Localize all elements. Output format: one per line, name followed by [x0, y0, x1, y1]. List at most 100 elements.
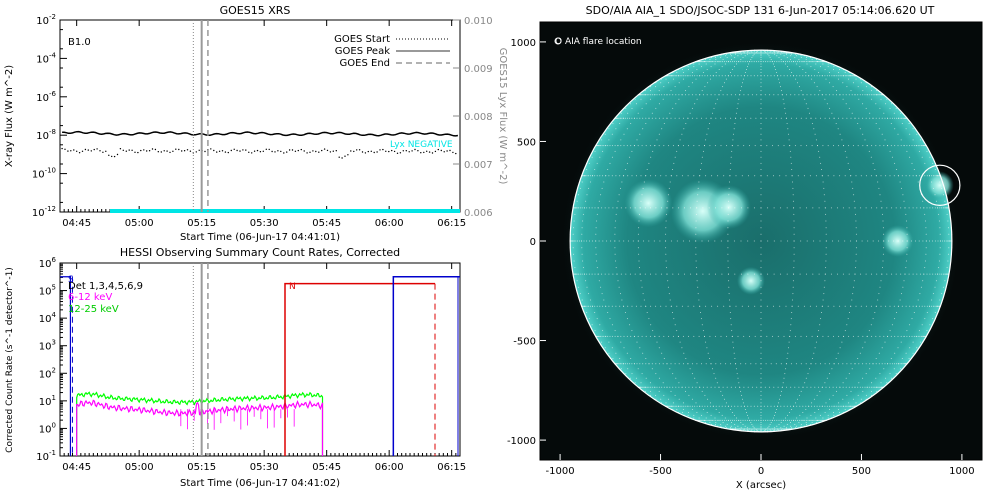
aia-grid-dot — [735, 117, 737, 119]
aia-grid-dot — [615, 267, 617, 269]
aia-grid-dot — [616, 207, 618, 209]
aia-grid-dot — [849, 75, 850, 77]
aia-grid-dot — [611, 347, 613, 349]
aia-grid-dot — [639, 347, 641, 349]
aia-grid-dot — [843, 75, 845, 77]
aia-grid-dot — [753, 428, 755, 430]
aia-grid-dot — [865, 86, 867, 88]
aia-grid-dot — [604, 273, 606, 275]
goes-short-channel-point — [143, 149, 145, 151]
hessi-event-lines — [192, 263, 209, 456]
goes-short-channel-point — [140, 149, 142, 152]
goes-short-channel-point — [131, 149, 133, 151]
aia-grid-dot — [631, 107, 633, 109]
aia-grid-dot — [809, 175, 811, 177]
aia-grid-dot — [886, 98, 888, 100]
goes-short-channel-point — [195, 151, 197, 153]
aia-grid-dot — [748, 52, 750, 54]
aia-grid-dot — [731, 59, 732, 60]
aia-grid-dot — [715, 61, 717, 63]
aia-grid-dot — [835, 75, 837, 77]
aia-grid-dot — [891, 377, 893, 379]
aia-grid-dot — [792, 187, 794, 189]
aia-grid-dot — [760, 386, 762, 388]
aia-grid-dot — [752, 428, 754, 430]
aia-grid-dot — [859, 352, 861, 354]
aia-grid-dot — [815, 139, 817, 141]
aia-grid-dot — [929, 175, 930, 177]
aia-grid-dot — [642, 352, 644, 354]
aia-grid-dot — [641, 386, 643, 388]
aia-grid-dot — [737, 425, 739, 427]
aia-grid-dot — [720, 61, 722, 63]
aia-grid-dot — [919, 335, 921, 337]
aia-grid-dot — [602, 175, 604, 177]
aia-grid-dot — [614, 330, 616, 332]
aia-grid-dot — [772, 335, 773, 337]
aia-grid-dot — [740, 422, 742, 423]
aia-grid-dot — [749, 419, 751, 421]
aia-grid-dot — [811, 358, 813, 359]
aia-grid-dot — [800, 390, 802, 392]
aia-grid-dot — [818, 94, 820, 96]
aia-grid-dot — [629, 363, 631, 365]
aia-grid-dot — [851, 112, 853, 114]
aia-grid-dot — [589, 299, 591, 301]
aia-grid-dot — [663, 335, 665, 337]
goes-short-channel-point — [431, 152, 434, 154]
aia-grid-dot — [626, 117, 628, 119]
night-flag-2 — [392, 276, 460, 456]
aia-grid-dot — [611, 175, 613, 177]
aia-grid-dot — [870, 175, 872, 177]
aia-grid-dot — [899, 181, 901, 183]
aia-grid-dot — [766, 175, 768, 177]
aia-grid-dot — [678, 273, 680, 275]
goes-short-channel-point — [417, 150, 419, 152]
aia-grid-dot — [655, 305, 657, 307]
aia-grid-dot — [634, 382, 636, 384]
aia-grid-dot — [642, 363, 644, 365]
aia-grid-dot — [739, 428, 741, 430]
aia-grid-dot — [798, 59, 800, 60]
aia-grid-dot — [589, 240, 590, 242]
aia-grid-dot — [844, 240, 846, 242]
aia-grid-dot — [710, 66, 712, 68]
aia-grid-dot — [630, 145, 632, 147]
aia-grid-dot — [813, 398, 815, 400]
aia-grid-dot — [760, 103, 762, 105]
goes-long-channel-line — [62, 130, 459, 137]
aia-grid-dot — [786, 428, 788, 430]
aia-grid-dot — [938, 267, 940, 269]
aia-grid-dot — [932, 162, 934, 164]
goes-short-channel-point — [90, 150, 93, 152]
aia-grid-dot — [755, 117, 757, 119]
aia-grid-dot — [648, 94, 650, 96]
aia-grid-dot — [773, 386, 775, 388]
aia-grid-dot — [704, 405, 706, 407]
aia-grid-dot — [746, 427, 748, 429]
aia-grid-dot — [743, 52, 745, 54]
aia-grid-dot — [878, 363, 880, 365]
aia-grid-dot — [751, 94, 753, 96]
aia-grid-dot — [843, 335, 845, 337]
aia-grid-dot — [740, 53, 742, 55]
aia-grid-dot — [905, 260, 907, 262]
goes-short-channel-point — [265, 148, 267, 150]
aia-grid-dot — [718, 405, 720, 407]
aia-grid-dot — [846, 156, 848, 158]
aia-grid-dot — [735, 363, 737, 365]
aia-grid-dot — [823, 293, 825, 295]
aia-grid-dot — [848, 373, 850, 375]
aia-grid-dot — [786, 427, 787, 429]
aia-grid-dot — [903, 145, 905, 147]
aia-grid-dot — [875, 305, 877, 307]
aia-grid-dot — [740, 90, 742, 92]
aia-grid-dot — [599, 324, 601, 326]
aia-grid-dot — [573, 240, 575, 242]
aia-grid-dot — [620, 145, 622, 147]
aia-grid-dot — [773, 75, 775, 77]
aia-grid-dot — [819, 75, 821, 77]
aia-grid-dot — [760, 293, 762, 295]
aia-grid-dot — [658, 335, 660, 337]
